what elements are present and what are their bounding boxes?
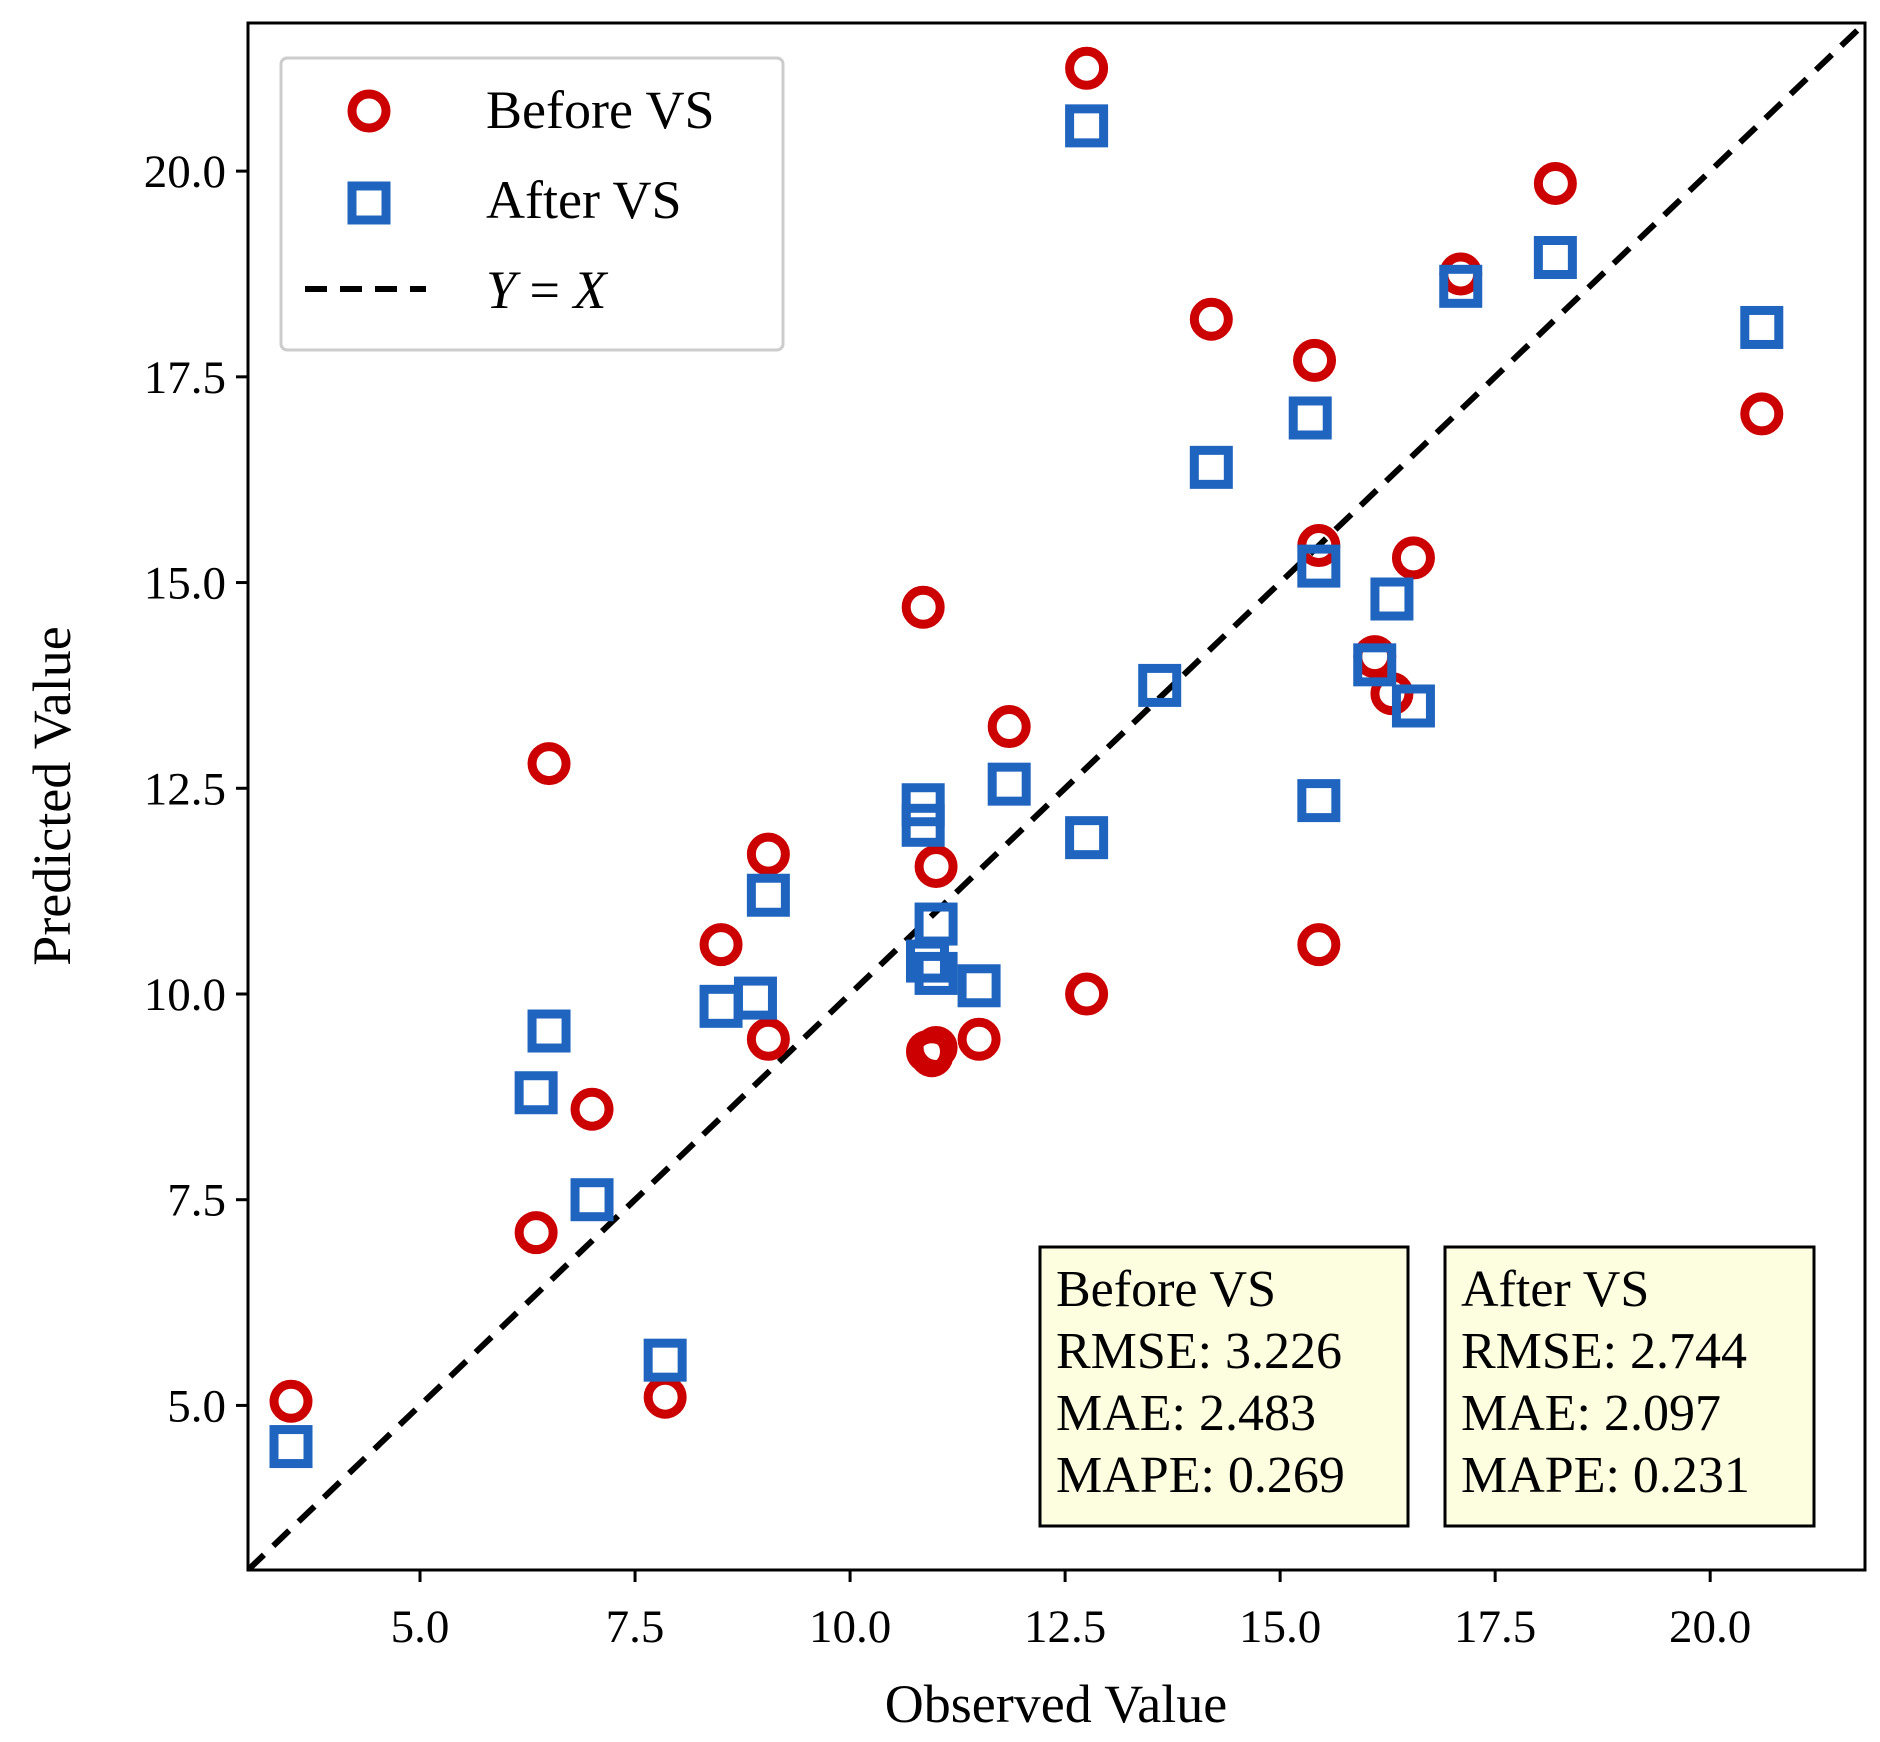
point-after-vs [527, 1009, 571, 1053]
legend: Before VS After VS Y = X [279, 56, 785, 352]
point-after-vs [914, 902, 958, 946]
point-before-vs [1297, 923, 1341, 967]
point-after-vs [269, 1425, 313, 1469]
point-after-vs [1288, 396, 1332, 440]
stats-before-rmse: RMSE: 3.226 [1056, 1323, 1342, 1380]
point-after-vs [514, 1071, 558, 1115]
stats-box-before-vs-background [1038, 1245, 1410, 1528]
x-axis-title: Observed Value [885, 1674, 1227, 1734]
stats-box-before-vs: Before VS RMSE: 3.226 MAE: 2.483 MAPE: 0… [1038, 1245, 1410, 1528]
point-before-vs [1189, 297, 1233, 341]
point-before-vs [269, 1379, 313, 1423]
stats-box-after-vs-background [1443, 1245, 1816, 1528]
point-after-vs [1353, 643, 1397, 687]
legend-marker-before-vs [347, 89, 391, 133]
point-after-vs [914, 951, 958, 995]
stats-before-mape: MAPE: 0.269 [1056, 1447, 1345, 1504]
point-after-vs [1297, 779, 1341, 823]
point-after-vs [570, 1178, 614, 1222]
legend-label-y-equals-x: Y = X [486, 260, 609, 320]
point-after-vs [987, 762, 1031, 806]
point-after-vs [1189, 445, 1233, 489]
reference-line-y-equals-x [248, 23, 1865, 1570]
stats-after-rmse: RMSE: 2.744 [1461, 1323, 1747, 1380]
legend-label-after-vs: After VS [486, 170, 682, 230]
point-before-vs [527, 742, 571, 786]
x-tick-label: 17.5 [1454, 1601, 1536, 1653]
point-before-vs [643, 1375, 687, 1419]
point-before-vs [914, 844, 958, 888]
stats-before-title: Before VS [1056, 1261, 1276, 1318]
y-tick-label: 5.0 [167, 1380, 226, 1432]
y-tick-label: 15.0 [144, 558, 226, 610]
point-before-vs [1293, 338, 1337, 382]
point-after-vs [957, 964, 1001, 1008]
point-after-vs [1065, 816, 1109, 860]
x-tick-label: 15.0 [1239, 1601, 1321, 1653]
point-before-vs [987, 705, 1031, 749]
point-after-vs [1138, 663, 1182, 707]
point-after-vs [1533, 236, 1577, 280]
stats-before-mae: MAE: 2.483 [1056, 1385, 1316, 1442]
point-before-vs [570, 1087, 614, 1131]
point-after-vs [1439, 264, 1483, 308]
x-tick-label: 5.0 [391, 1601, 450, 1653]
legend-label-eq: = [516, 260, 573, 320]
legend-label-x: X [572, 260, 609, 320]
y-tick-label: 10.0 [144, 969, 226, 1021]
point-before-vs [914, 1025, 958, 1069]
y-tick-label: 17.5 [144, 352, 226, 404]
point-after-vs [1740, 305, 1784, 349]
x-tick-label: 7.5 [606, 1601, 665, 1653]
point-after-vs [1065, 104, 1109, 148]
point-before-vs [699, 923, 743, 967]
y-tick-label: 12.5 [144, 763, 226, 815]
x-tick-label: 12.5 [1024, 1601, 1106, 1653]
point-after-vs [901, 783, 945, 827]
point-after-vs [733, 976, 777, 1020]
point-after-vs [643, 1338, 687, 1382]
point-before-vs [1533, 161, 1577, 205]
x-tick-label: 10.0 [809, 1601, 891, 1653]
point-before-vs [1740, 392, 1784, 436]
stats-after-mape: MAPE: 0.231 [1461, 1447, 1750, 1504]
y-tick-label: 7.5 [167, 1175, 226, 1227]
plot-frame [246, 21, 1867, 1572]
point-before-vs [1065, 46, 1109, 90]
point-after-vs [699, 984, 743, 1028]
point-before-vs [514, 1211, 558, 1255]
point-after-vs [1391, 684, 1435, 728]
x-tick-label: 20.0 [1669, 1601, 1751, 1653]
point-before-vs [1391, 536, 1435, 580]
y-tick-label: 20.0 [144, 146, 226, 198]
legend-label-y: Y [486, 260, 521, 320]
point-before-vs [746, 1017, 790, 1061]
point-before-vs [957, 1017, 1001, 1061]
stats-after-title: After VS [1461, 1261, 1649, 1318]
stats-box-after-vs: After VS RMSE: 2.744 MAE: 2.097 MAPE: 0.… [1443, 1245, 1816, 1528]
legend-label-before-vs: Before VS [486, 80, 714, 140]
point-before-vs [1439, 252, 1483, 296]
point-before-vs [901, 585, 945, 629]
point-before-vs [1065, 972, 1109, 1016]
legend-box [279, 56, 785, 352]
point-after-vs [746, 873, 790, 917]
stats-after-mae: MAE: 2.097 [1461, 1385, 1721, 1442]
point-after-vs [1297, 544, 1341, 588]
legend-marker-after-vs [347, 181, 391, 225]
y-axis-title: Predicted Value [22, 626, 82, 965]
point-before-vs [746, 832, 790, 876]
point-after-vs [1370, 577, 1414, 621]
